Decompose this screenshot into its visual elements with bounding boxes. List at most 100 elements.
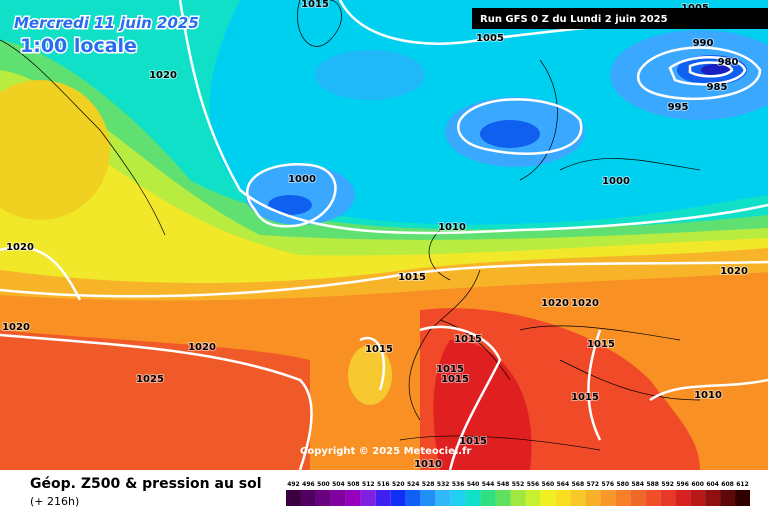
scale-label: 532 [437,481,450,488]
isobar-labels: 1015 1005 1005 990 980 985 995 1020 1000… [1,0,749,471]
isobar-label: 1000 [602,176,630,187]
scale-swatch [735,490,750,506]
legend-title: Géop. Z500 & pression au sol [30,476,262,492]
isobar-label: 1025 [136,374,164,385]
scale-label: 512 [362,481,375,488]
valid-date: Mercredi 11 juin 2025 [14,14,199,32]
isobar-label: 1020 [720,266,748,277]
color-scale: 492 496 500 504 508 512 516 520 524 528 532 536 540 5… [286,481,750,506]
scale-label: 600 [691,481,704,488]
scale-label: 588 [646,481,659,488]
isobar-label: 1020 [571,298,599,309]
scale-label: 496 [302,481,315,488]
scale-swatch [720,490,736,506]
scale-label: 612 [736,481,749,488]
scale-swatch [375,490,391,506]
scale-label: 500 [317,481,330,488]
scale-swatch [585,490,601,506]
scale-swatch [510,490,526,506]
scale-swatch [450,490,466,506]
scale-swatch [705,490,721,506]
scale-swatch [540,490,556,506]
scale-label: 584 [631,481,644,488]
scale-swatch [675,490,691,506]
scale-label: 524 [407,481,420,488]
coastlines [0,0,701,451]
isobar-label: 1015 [398,272,426,283]
scale-label: 548 [497,481,510,488]
scale-label: 528 [422,481,435,488]
isobar-label: 990 [693,38,714,49]
isobar-label: 1010 [694,390,722,401]
scale-label: 516 [377,481,390,488]
isobar-label: 980 [718,57,739,68]
scale-label: 504 [332,481,345,488]
run-info: Run GFS 0 Z du Lundi 2 juin 2025 [480,14,668,25]
isobar-label: 1000 [288,174,316,185]
scale-label: 552 [512,481,525,488]
scale-swatch [345,490,361,506]
scale-swatch [435,490,451,506]
scale-swatch [615,490,631,506]
scale-label: 572 [587,481,600,488]
isobar-label: 1015 [571,392,599,403]
scale-label: 544 [482,481,495,488]
scale-swatch [390,490,406,506]
scale-swatch [480,490,496,506]
run-box [472,8,768,29]
isobar-label: 1020 [6,242,34,253]
scale-swatch [555,490,571,506]
scale-label: 556 [527,481,540,488]
scale-swatch [645,490,661,506]
scale-swatch [660,490,676,506]
isobar-label: 1015 [301,0,329,10]
isobar-label: 1020 [188,342,216,353]
scale-label: 604 [706,481,719,488]
scale-label: 564 [557,481,570,488]
scale-label: 568 [572,481,585,488]
isobar-label: 1015 [365,344,393,355]
scale-swatch [630,490,646,506]
copyright: Copyright © 2025 Meteociel.fr [300,446,471,457]
scale-label: 608 [721,481,734,488]
scale-label: 540 [467,481,480,488]
scale-label: 580 [617,481,630,488]
isobar-label: 1015 [587,339,615,350]
scale-swatch [690,490,706,506]
isobar-label: 1015 [454,334,482,345]
scale-label: 508 [347,481,360,488]
scale-label: 492 [287,481,300,488]
scale-label: 596 [676,481,689,488]
scale-swatch [600,490,616,506]
scale-swatch [420,490,436,506]
isobar-label: 1020 [541,298,569,309]
scale-swatch [360,490,376,506]
scale-swatch [300,490,316,506]
isobar-label: 1015 [459,436,487,447]
scale-swatch [286,490,301,506]
scale-swatch [315,490,331,506]
scale-swatch [495,490,511,506]
valid-time: 1:00 locale [20,35,137,57]
scale-label: 520 [392,481,405,488]
isobar-label: 1015 [441,374,469,385]
forecast-lead: (+ 216h) [30,495,79,508]
isobar-label: 1010 [438,222,466,233]
isobar-label: 1005 [476,33,504,44]
scale-label: 560 [542,481,555,488]
pressure-field [0,0,768,470]
isobar-label: 1020 [149,70,177,81]
scale-label: 576 [602,481,615,488]
isobar-label: 985 [707,82,728,93]
isobar-label: 995 [668,102,689,113]
isobars [0,0,768,471]
isobar-label: 1010 [414,459,442,470]
scale-swatch [405,490,421,506]
scale-label: 536 [452,481,465,488]
scale-label: 592 [661,481,674,488]
scale-swatch [330,490,346,506]
scale-swatch [465,490,481,506]
scale-swatch [570,490,586,506]
isobar-label: 1020 [2,322,30,333]
